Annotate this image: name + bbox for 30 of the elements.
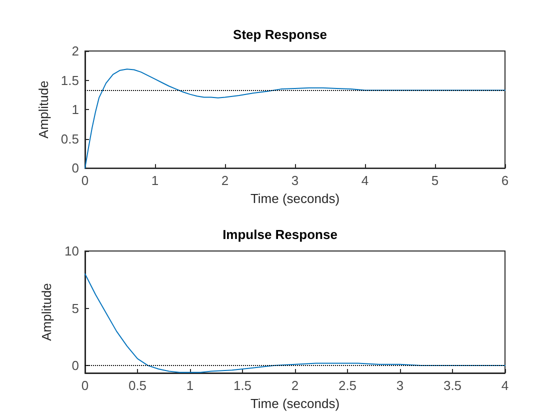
y-tick-label: 5 <box>72 300 79 316</box>
x-tick-label: 2 <box>291 378 299 393</box>
x-tick-label: 2 <box>221 173 229 188</box>
y-tick-label: 0 <box>72 160 79 176</box>
y-tick-label: 1 <box>72 102 79 118</box>
y-tick-label: 10 <box>64 244 79 258</box>
x-tick-label: 3 <box>396 378 404 393</box>
x-tick-label: 1.5 <box>233 378 252 393</box>
x-tick-label: 0 <box>81 173 89 188</box>
x-tick-label: 6 <box>501 173 509 188</box>
chart-title: Step Response <box>233 27 327 42</box>
y-axis-title: Amplitude <box>39 283 54 341</box>
y-tick-label: 2 <box>72 44 79 58</box>
x-tick-label: 0.5 <box>128 378 147 393</box>
chart-title: Impulse Response <box>222 227 338 242</box>
x-tick-label: 3 <box>291 173 299 188</box>
x-tick-label: 1 <box>186 378 194 393</box>
x-tick-label: 0 <box>81 378 89 393</box>
x-tick-label: 5 <box>431 173 439 188</box>
y-axis-title: Amplitude <box>36 80 52 138</box>
y-tick-label: 0.5 <box>60 131 79 146</box>
x-tick-label: 1 <box>151 173 159 188</box>
x-tick-label: 2.5 <box>338 378 357 393</box>
y-tick-label: 0 <box>72 358 79 374</box>
y-tick-label: 1.5 <box>60 72 79 88</box>
x-tick-label: 4 <box>361 173 369 188</box>
x-tick-label: 3.5 <box>443 378 462 393</box>
x-axis-title: Time (seconds) <box>250 396 340 411</box>
x-tick-label: 4 <box>501 378 509 393</box>
x-axis-title: Time (seconds) <box>250 191 340 206</box>
